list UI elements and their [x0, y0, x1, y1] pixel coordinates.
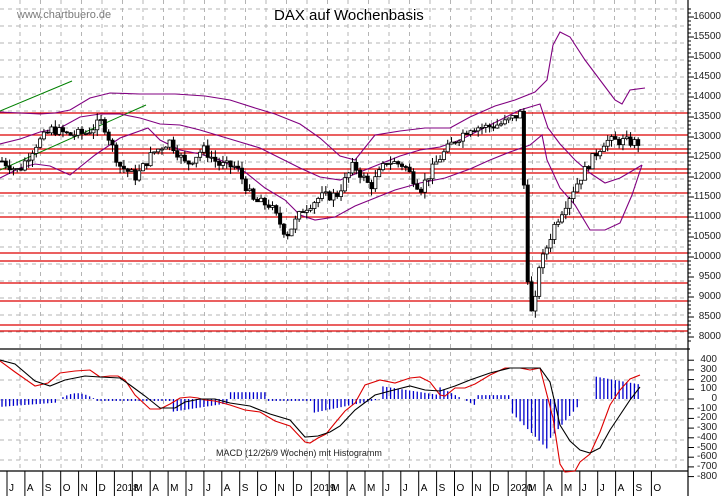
time-tick-label: D: [98, 483, 106, 494]
trend-channel: [0, 80, 147, 171]
price-tick-label: 12000: [693, 171, 721, 182]
time-tick-label: A: [26, 483, 34, 494]
price-tick-label: 8500: [698, 311, 721, 322]
time-tick-label: N: [277, 483, 285, 494]
price-tick-label: 8000: [698, 331, 721, 342]
price-tick-label: 9000: [698, 291, 721, 302]
time-tick-label: M: [170, 483, 179, 494]
price-tick-label: 14500: [693, 71, 721, 82]
time-tick-label: S: [241, 483, 249, 494]
time-tick-label: S: [44, 483, 52, 494]
time-tick-label: S: [438, 483, 446, 494]
price-tick-label: 13000: [693, 131, 721, 142]
candlesticks: [0, 108, 641, 318]
watermark: www.chartbuero.de: [17, 9, 112, 21]
time-tick-label: A: [349, 483, 356, 494]
macd-tick-label: 300: [700, 363, 717, 375]
price-tick-label: 12500: [693, 151, 721, 162]
price-tick-label: 13500: [693, 111, 721, 122]
time-tick-label: M: [134, 483, 143, 494]
macd-tick-label: -500: [696, 441, 717, 453]
time-tick-label: M: [331, 483, 340, 494]
time-tick-label: J: [581, 483, 587, 494]
macd-tick-label: 400: [700, 354, 717, 366]
price-tick-label: 9500: [698, 271, 721, 282]
price-tick-label: 14000: [693, 91, 721, 102]
macd-tick-label: -100: [696, 402, 717, 414]
time-tick-label: J: [205, 483, 211, 494]
price-tick-label: 16000: [693, 11, 721, 22]
macd-line: [0, 360, 641, 473]
time-tick-label: A: [546, 483, 553, 494]
time-tick-label: N: [474, 483, 482, 494]
price-tick-label: 11000: [693, 211, 721, 222]
macd-tick-label: -600: [696, 451, 717, 463]
price-tick-label: 15500: [693, 31, 721, 42]
macd-label: MACD (12/26/9 Wochen) mit Histogramm: [216, 448, 382, 458]
time-tick-label: O: [259, 483, 268, 494]
time-tick-label: J: [384, 483, 390, 494]
signal-line: [0, 359, 641, 454]
time-tick-label: M: [367, 483, 376, 494]
time-tick-label: A: [617, 483, 625, 494]
chart-title: DAX auf Wochenbasis: [274, 7, 424, 24]
time-tick-label: M: [528, 483, 537, 494]
price-tick-label: 10000: [693, 251, 721, 262]
macd-tick-label: -300: [696, 422, 717, 434]
time-tick-label: A: [420, 483, 428, 494]
time-tick-label: J: [599, 483, 605, 494]
time-tick-label: 2018: [116, 483, 139, 494]
time-tick-label: O: [456, 483, 465, 494]
time-tick-label: 2020: [510, 483, 533, 494]
macd-tick-label: -200: [696, 412, 717, 424]
time-tick-label: A: [223, 483, 231, 494]
macd-tick-label: 100: [700, 383, 717, 395]
price-tick-label: 15000: [693, 51, 721, 62]
macd-tick-label: -700: [696, 460, 717, 472]
time-tick-label: J: [402, 483, 408, 494]
time-tick-label: N: [80, 483, 88, 494]
macd-tick-label: -400: [696, 431, 717, 443]
time-tick-label: A: [152, 483, 159, 494]
time-tick-label: O: [653, 483, 662, 494]
price-tick-label: 11500: [693, 191, 721, 202]
time-tick-label: J: [188, 483, 193, 494]
time-tick-label: S: [635, 483, 643, 494]
macd-tick-label: 0: [711, 393, 717, 404]
time-tick-label: D: [295, 483, 303, 494]
time-tick-label: D: [492, 483, 500, 494]
macd-tick-label: 200: [700, 373, 717, 385]
macd-histogram: [1, 376, 639, 449]
macd-tick-label: -800: [696, 470, 717, 482]
time-tick-label: 2019: [313, 483, 336, 494]
time-tick-label: O: [62, 483, 71, 494]
support-resistance-lines: [0, 112, 688, 332]
grid-lines: [0, 0, 688, 471]
price-tick-label: 10500: [693, 231, 721, 242]
time-tick-label: M: [563, 483, 573, 494]
time-tick-label: J: [9, 483, 14, 494]
